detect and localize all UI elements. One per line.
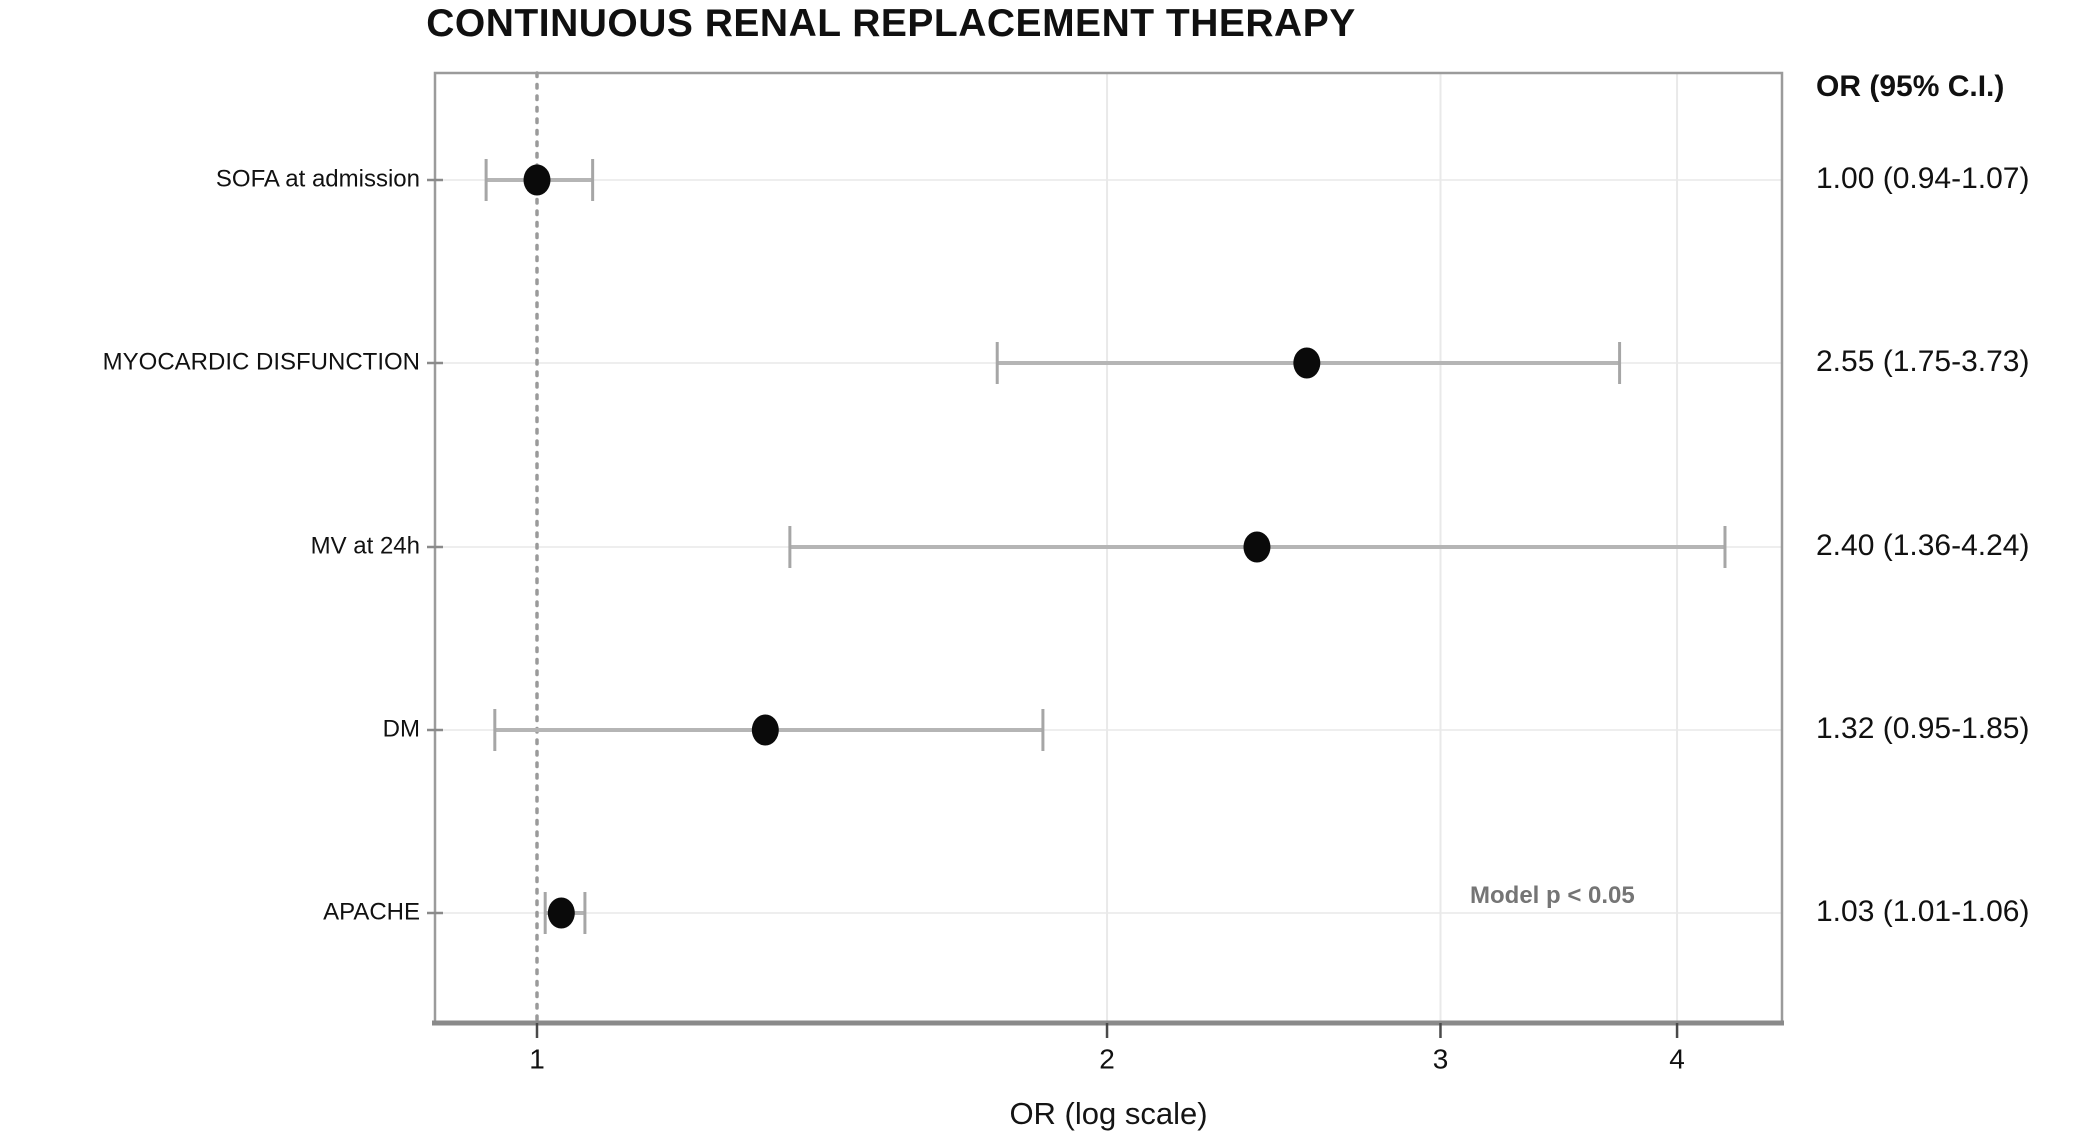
x-tick-label: 4 — [1669, 1043, 1685, 1074]
or-point — [547, 897, 575, 929]
x-tick-label: 2 — [1099, 1043, 1115, 1074]
row-label: MYOCARDIC DISFUNCTION — [103, 348, 420, 375]
x-tick-label: 1 — [529, 1043, 545, 1074]
model-p-annotation: Model p < 0.05 — [1470, 882, 1635, 909]
or-point — [751, 714, 779, 746]
x-axis-label: OR (log scale) — [1009, 1096, 1208, 1131]
row-label: SOFA at admission — [216, 165, 420, 192]
or-point — [1293, 347, 1321, 379]
x-tick-label: 3 — [1433, 1043, 1449, 1074]
or-point — [1243, 531, 1271, 563]
row-label: DM — [383, 715, 420, 742]
or-ci-value: 2.40 (1.36-4.24) — [1816, 529, 2029, 562]
or-ci-value: 1.03 (1.01-1.06) — [1816, 895, 2029, 928]
or-ci-column-header: OR (95% C.I.) — [1816, 70, 2005, 103]
row-label: APACHE — [323, 898, 420, 925]
or-ci-value: 2.55 (1.75-3.73) — [1816, 345, 2029, 378]
or-ci-value: 1.00 (0.94-1.07) — [1816, 162, 2029, 195]
or-ci-value: 1.32 (0.95-1.85) — [1816, 712, 2029, 745]
row-label: MV at 24h — [311, 532, 420, 559]
chart-title: CONTINUOUS RENAL REPLACEMENT THERAPY — [426, 2, 1356, 45]
or-point — [523, 164, 551, 196]
